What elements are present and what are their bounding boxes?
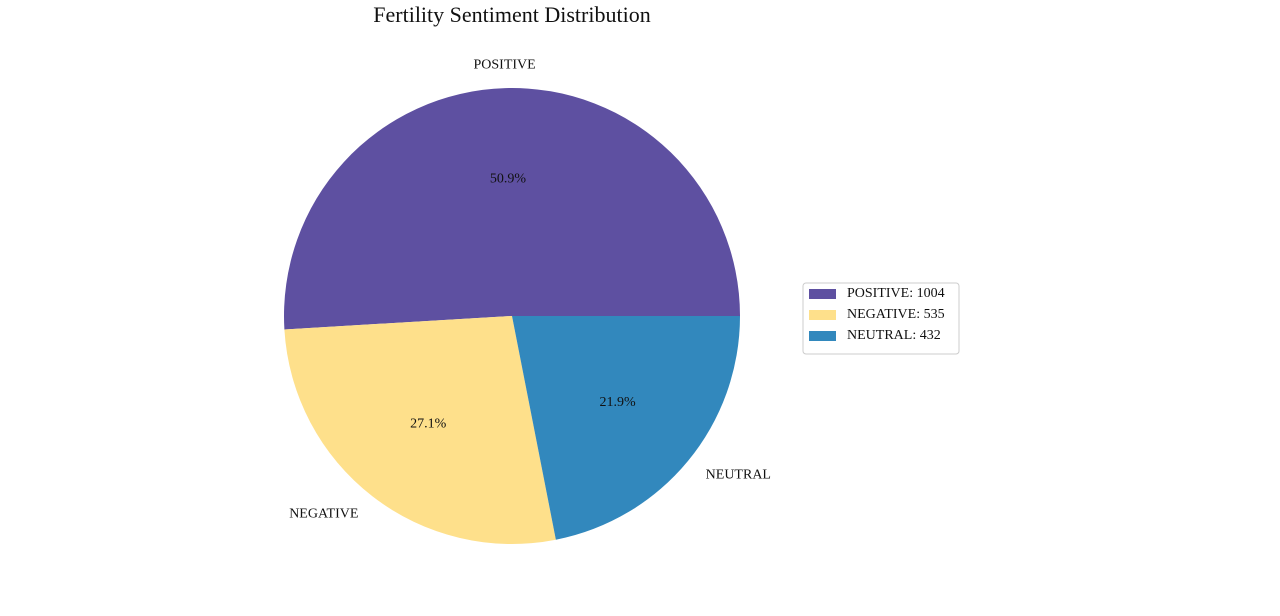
- slice-percent-positive: 50.9%: [490, 171, 527, 186]
- slice-percent-negative: 27.1%: [410, 416, 447, 431]
- legend-entry-positive: POSITIVE: 1004: [847, 286, 945, 301]
- legend-entry-negative: NEGATIVE: 535: [847, 307, 945, 322]
- legend-swatch-positive: [809, 289, 836, 299]
- chart-title: Fertility Sentiment Distribution: [373, 2, 650, 27]
- slice-percent-neutral: 21.9%: [600, 395, 637, 410]
- slice-label-positive: POSITIVE: [473, 58, 535, 73]
- legend-swatch-negative: [809, 310, 836, 320]
- slice-label-negative: NEGATIVE: [289, 506, 358, 521]
- pie-slice-neutral: [512, 316, 740, 540]
- legend-swatch-neutral: [809, 331, 836, 341]
- legend-frame: [802, 282, 960, 355]
- slice-label-neutral: NEUTRAL: [706, 468, 771, 483]
- legend: POSITIVE: 1004 NEGATIVE: 535 NEUTRAL: 432: [802, 282, 960, 355]
- pie-slice-positive: [283, 88, 740, 330]
- pie-slice-negative: [284, 316, 556, 544]
- legend-entry-neutral: NEUTRAL: 432: [847, 328, 941, 343]
